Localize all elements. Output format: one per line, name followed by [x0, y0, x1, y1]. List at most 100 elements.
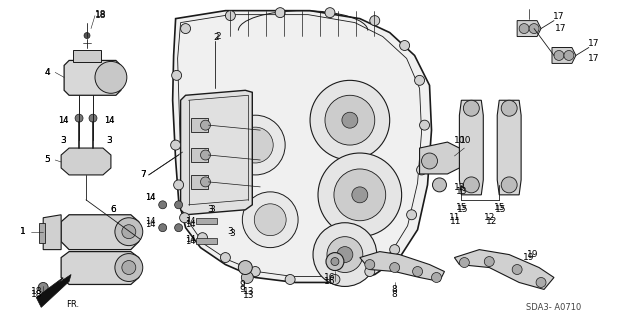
Text: 14: 14: [145, 217, 156, 226]
Circle shape: [237, 127, 273, 163]
Circle shape: [529, 24, 539, 34]
Text: 13: 13: [243, 287, 254, 296]
Text: 15: 15: [456, 203, 467, 212]
Circle shape: [95, 61, 127, 93]
Text: 15: 15: [493, 203, 505, 212]
Circle shape: [175, 201, 182, 209]
Text: 14: 14: [104, 116, 114, 125]
Text: 13: 13: [243, 291, 254, 300]
Text: 4: 4: [44, 68, 50, 77]
Polygon shape: [180, 90, 252, 215]
Text: 3: 3: [227, 227, 233, 236]
Circle shape: [413, 267, 422, 276]
Circle shape: [536, 277, 546, 287]
Circle shape: [84, 33, 90, 38]
Circle shape: [512, 265, 522, 275]
Text: 2: 2: [216, 32, 221, 41]
Text: 17: 17: [588, 54, 600, 63]
Text: 10: 10: [454, 136, 465, 145]
Circle shape: [422, 153, 438, 169]
Text: 15: 15: [495, 205, 506, 214]
Circle shape: [159, 201, 166, 209]
Circle shape: [171, 140, 180, 150]
Circle shape: [390, 244, 399, 255]
Circle shape: [241, 271, 253, 284]
Circle shape: [175, 224, 182, 232]
Polygon shape: [460, 100, 483, 195]
Text: 19: 19: [524, 253, 535, 262]
Text: 14: 14: [186, 235, 196, 244]
Text: 19: 19: [527, 250, 539, 259]
Polygon shape: [454, 250, 554, 289]
Bar: [196, 238, 218, 244]
Text: 18: 18: [31, 290, 42, 299]
Text: 14: 14: [58, 116, 68, 125]
Text: 12: 12: [484, 213, 495, 222]
Circle shape: [250, 267, 260, 276]
Polygon shape: [61, 148, 111, 175]
Text: 13: 13: [456, 188, 467, 196]
Bar: [191, 175, 209, 189]
Text: 18: 18: [31, 287, 42, 296]
Circle shape: [75, 114, 83, 122]
Text: 10: 10: [460, 136, 471, 145]
Polygon shape: [44, 215, 61, 250]
Text: 7: 7: [140, 171, 146, 180]
Circle shape: [115, 253, 143, 282]
Circle shape: [433, 178, 447, 192]
Circle shape: [159, 224, 166, 232]
Circle shape: [254, 204, 286, 236]
Polygon shape: [64, 60, 121, 95]
Text: 4: 4: [44, 68, 50, 77]
Circle shape: [370, 16, 380, 26]
Circle shape: [365, 260, 375, 269]
Polygon shape: [36, 275, 71, 307]
Text: FR.: FR.: [67, 300, 79, 309]
Text: 1: 1: [20, 227, 26, 236]
Circle shape: [484, 257, 494, 267]
Text: 11: 11: [450, 217, 461, 226]
Bar: [191, 118, 209, 132]
Text: 17: 17: [555, 24, 566, 33]
Text: 12: 12: [486, 217, 497, 226]
Text: 5: 5: [44, 156, 50, 164]
Circle shape: [460, 258, 469, 268]
Circle shape: [325, 8, 335, 18]
Text: 9: 9: [239, 280, 245, 289]
Circle shape: [417, 165, 426, 175]
Text: 18: 18: [95, 10, 107, 19]
Circle shape: [172, 70, 182, 80]
Text: 1: 1: [20, 227, 26, 236]
Circle shape: [330, 275, 340, 284]
Bar: [39, 223, 45, 243]
Circle shape: [463, 177, 479, 193]
Circle shape: [115, 218, 143, 246]
Text: 3: 3: [207, 205, 213, 214]
Text: 14: 14: [145, 220, 156, 229]
Bar: [191, 148, 209, 162]
Polygon shape: [61, 252, 139, 284]
Text: 17: 17: [588, 39, 600, 48]
Text: 14: 14: [186, 220, 196, 229]
Polygon shape: [61, 215, 139, 250]
Polygon shape: [360, 252, 444, 282]
Text: 3: 3: [60, 136, 66, 145]
Polygon shape: [173, 11, 431, 283]
Text: SDA3- A0710: SDA3- A0710: [526, 303, 582, 312]
Polygon shape: [497, 100, 521, 195]
Circle shape: [200, 150, 211, 160]
Text: 3: 3: [106, 136, 112, 145]
Circle shape: [122, 225, 136, 239]
Circle shape: [313, 223, 377, 286]
Text: 16: 16: [324, 273, 336, 282]
Text: 11: 11: [449, 213, 460, 222]
Text: 6: 6: [110, 205, 116, 214]
Polygon shape: [552, 47, 576, 63]
Circle shape: [327, 237, 363, 273]
Circle shape: [463, 100, 479, 116]
Text: 16: 16: [324, 277, 336, 286]
Text: 8: 8: [392, 285, 397, 294]
Circle shape: [399, 41, 410, 51]
Circle shape: [564, 51, 574, 60]
Circle shape: [122, 260, 136, 275]
